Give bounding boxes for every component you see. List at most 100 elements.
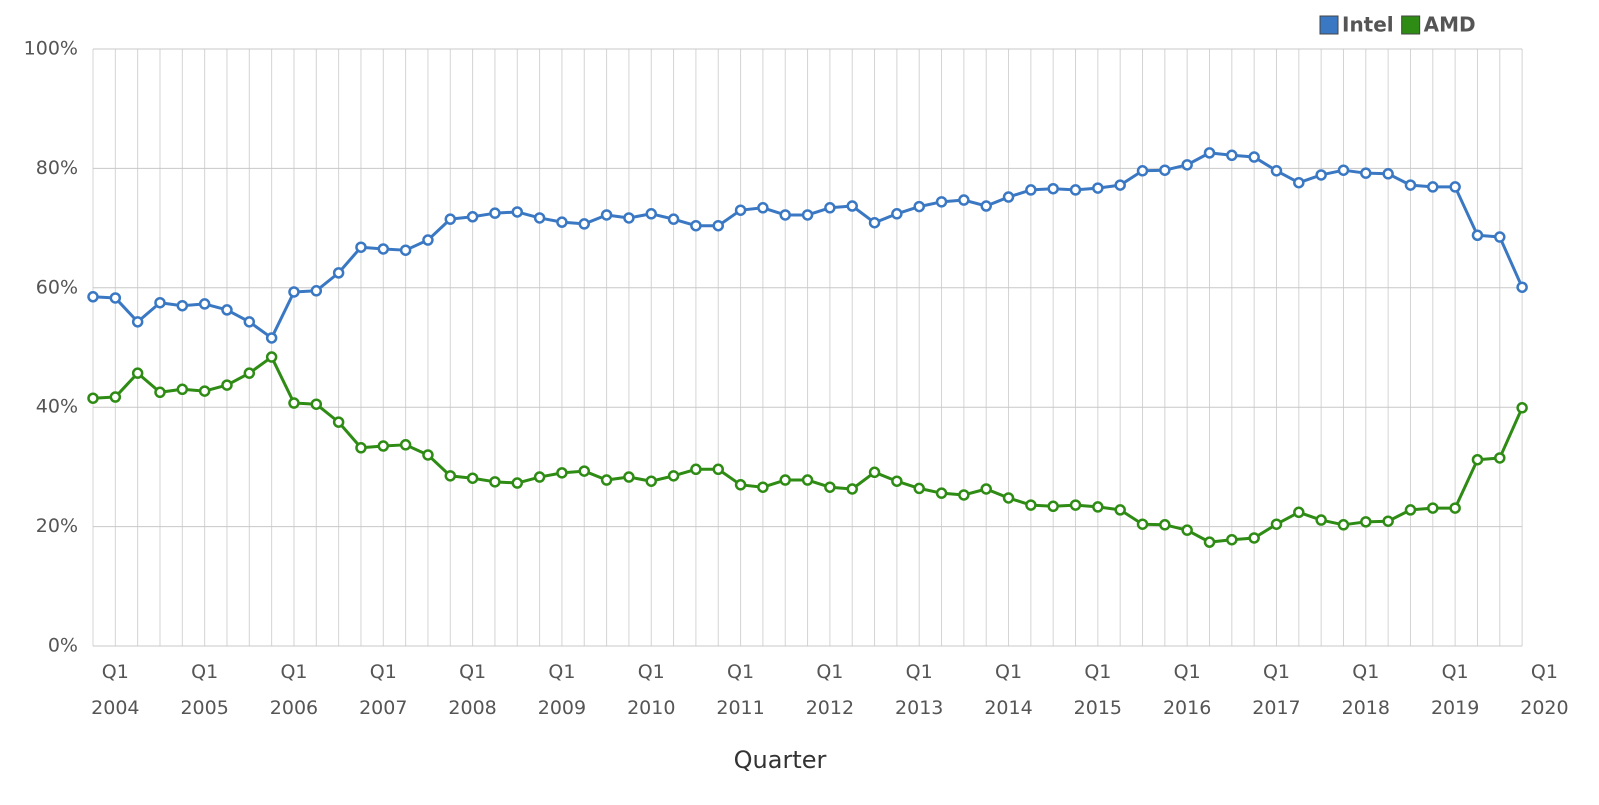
point xyxy=(958,194,970,206)
point xyxy=(198,385,211,397)
x-tick-label: Q1 2017 xyxy=(1252,661,1301,719)
legend-swatch xyxy=(1401,15,1421,35)
x-tick-label: Q1 2013 xyxy=(895,661,944,719)
point xyxy=(265,332,278,344)
point xyxy=(600,209,613,221)
x-tick-label: Q1 2018 xyxy=(1341,661,1390,719)
point xyxy=(355,442,367,454)
point xyxy=(712,463,724,476)
point xyxy=(444,470,457,482)
point xyxy=(399,439,412,451)
point xyxy=(176,299,189,312)
point xyxy=(87,392,99,404)
point xyxy=(310,398,323,410)
point xyxy=(1002,492,1015,504)
point xyxy=(1360,167,1372,179)
point xyxy=(198,298,211,310)
x-tick-label: Q1 2006 xyxy=(269,661,319,719)
point xyxy=(734,204,747,216)
x-tick-label: Q1 2005 xyxy=(180,661,229,719)
legend-swatch xyxy=(1319,15,1339,35)
point xyxy=(1092,501,1104,513)
point xyxy=(757,481,769,493)
point xyxy=(1181,524,1193,536)
point xyxy=(221,379,233,391)
point xyxy=(511,477,524,489)
point xyxy=(801,474,814,486)
point xyxy=(1471,229,1484,242)
point xyxy=(1114,179,1126,191)
point xyxy=(109,391,122,403)
point xyxy=(1203,147,1216,159)
point xyxy=(1337,519,1350,531)
point xyxy=(422,234,434,246)
point xyxy=(1427,181,1439,193)
point xyxy=(1494,452,1506,464)
point xyxy=(154,296,166,309)
x-tick-label: Q1 2008 xyxy=(448,661,497,719)
x-tick-label: Q1 2011 xyxy=(716,661,765,719)
point xyxy=(1159,519,1171,531)
point xyxy=(377,243,390,255)
point xyxy=(1315,169,1327,181)
point xyxy=(1360,516,1372,528)
point xyxy=(221,304,233,316)
point xyxy=(1136,165,1149,177)
point xyxy=(958,489,970,501)
point xyxy=(1002,191,1015,203)
point xyxy=(489,207,501,219)
point xyxy=(288,286,300,298)
point xyxy=(1449,502,1461,514)
x-tick-label: Q1 2015 xyxy=(1073,661,1123,719)
point xyxy=(1427,502,1439,514)
point xyxy=(824,481,836,493)
legend: Intel AMD xyxy=(1319,13,1476,37)
point xyxy=(131,316,144,328)
point xyxy=(1337,164,1350,176)
point xyxy=(1270,518,1283,530)
point xyxy=(1226,533,1238,546)
point xyxy=(779,209,791,221)
point xyxy=(980,483,992,495)
point xyxy=(690,219,702,232)
point xyxy=(265,351,278,363)
point xyxy=(109,292,122,304)
point xyxy=(377,440,390,452)
point xyxy=(734,479,747,491)
point xyxy=(935,487,948,499)
x-tick-label: Q1 2016 xyxy=(1162,661,1212,719)
point xyxy=(824,202,836,214)
point xyxy=(556,216,568,228)
point xyxy=(243,316,256,328)
x-tick-label: Q1 2004 xyxy=(91,661,140,719)
y-tick-label: 40% xyxy=(36,396,78,418)
point xyxy=(1248,532,1260,544)
point xyxy=(868,216,881,229)
point xyxy=(1449,181,1461,193)
point xyxy=(623,212,635,224)
x-tick-label: Q1 2019 xyxy=(1430,661,1480,719)
point xyxy=(422,449,434,461)
point xyxy=(1248,151,1260,163)
point xyxy=(913,482,925,495)
point xyxy=(1136,518,1149,530)
point xyxy=(779,474,791,486)
point xyxy=(1382,168,1394,180)
point xyxy=(399,244,412,256)
point xyxy=(556,467,568,479)
point xyxy=(1270,165,1283,177)
x-tick-label: Q1 2010 xyxy=(627,661,676,719)
point xyxy=(310,285,323,297)
point xyxy=(288,397,300,409)
point xyxy=(332,267,345,279)
y-tick-label: 0% xyxy=(48,635,78,657)
point xyxy=(757,202,769,214)
point xyxy=(1404,504,1417,516)
x-tick-label: Q1 2012 xyxy=(805,661,855,719)
point xyxy=(533,212,546,224)
point xyxy=(533,471,546,483)
point xyxy=(1494,231,1506,243)
point xyxy=(623,471,635,483)
point xyxy=(466,472,479,484)
